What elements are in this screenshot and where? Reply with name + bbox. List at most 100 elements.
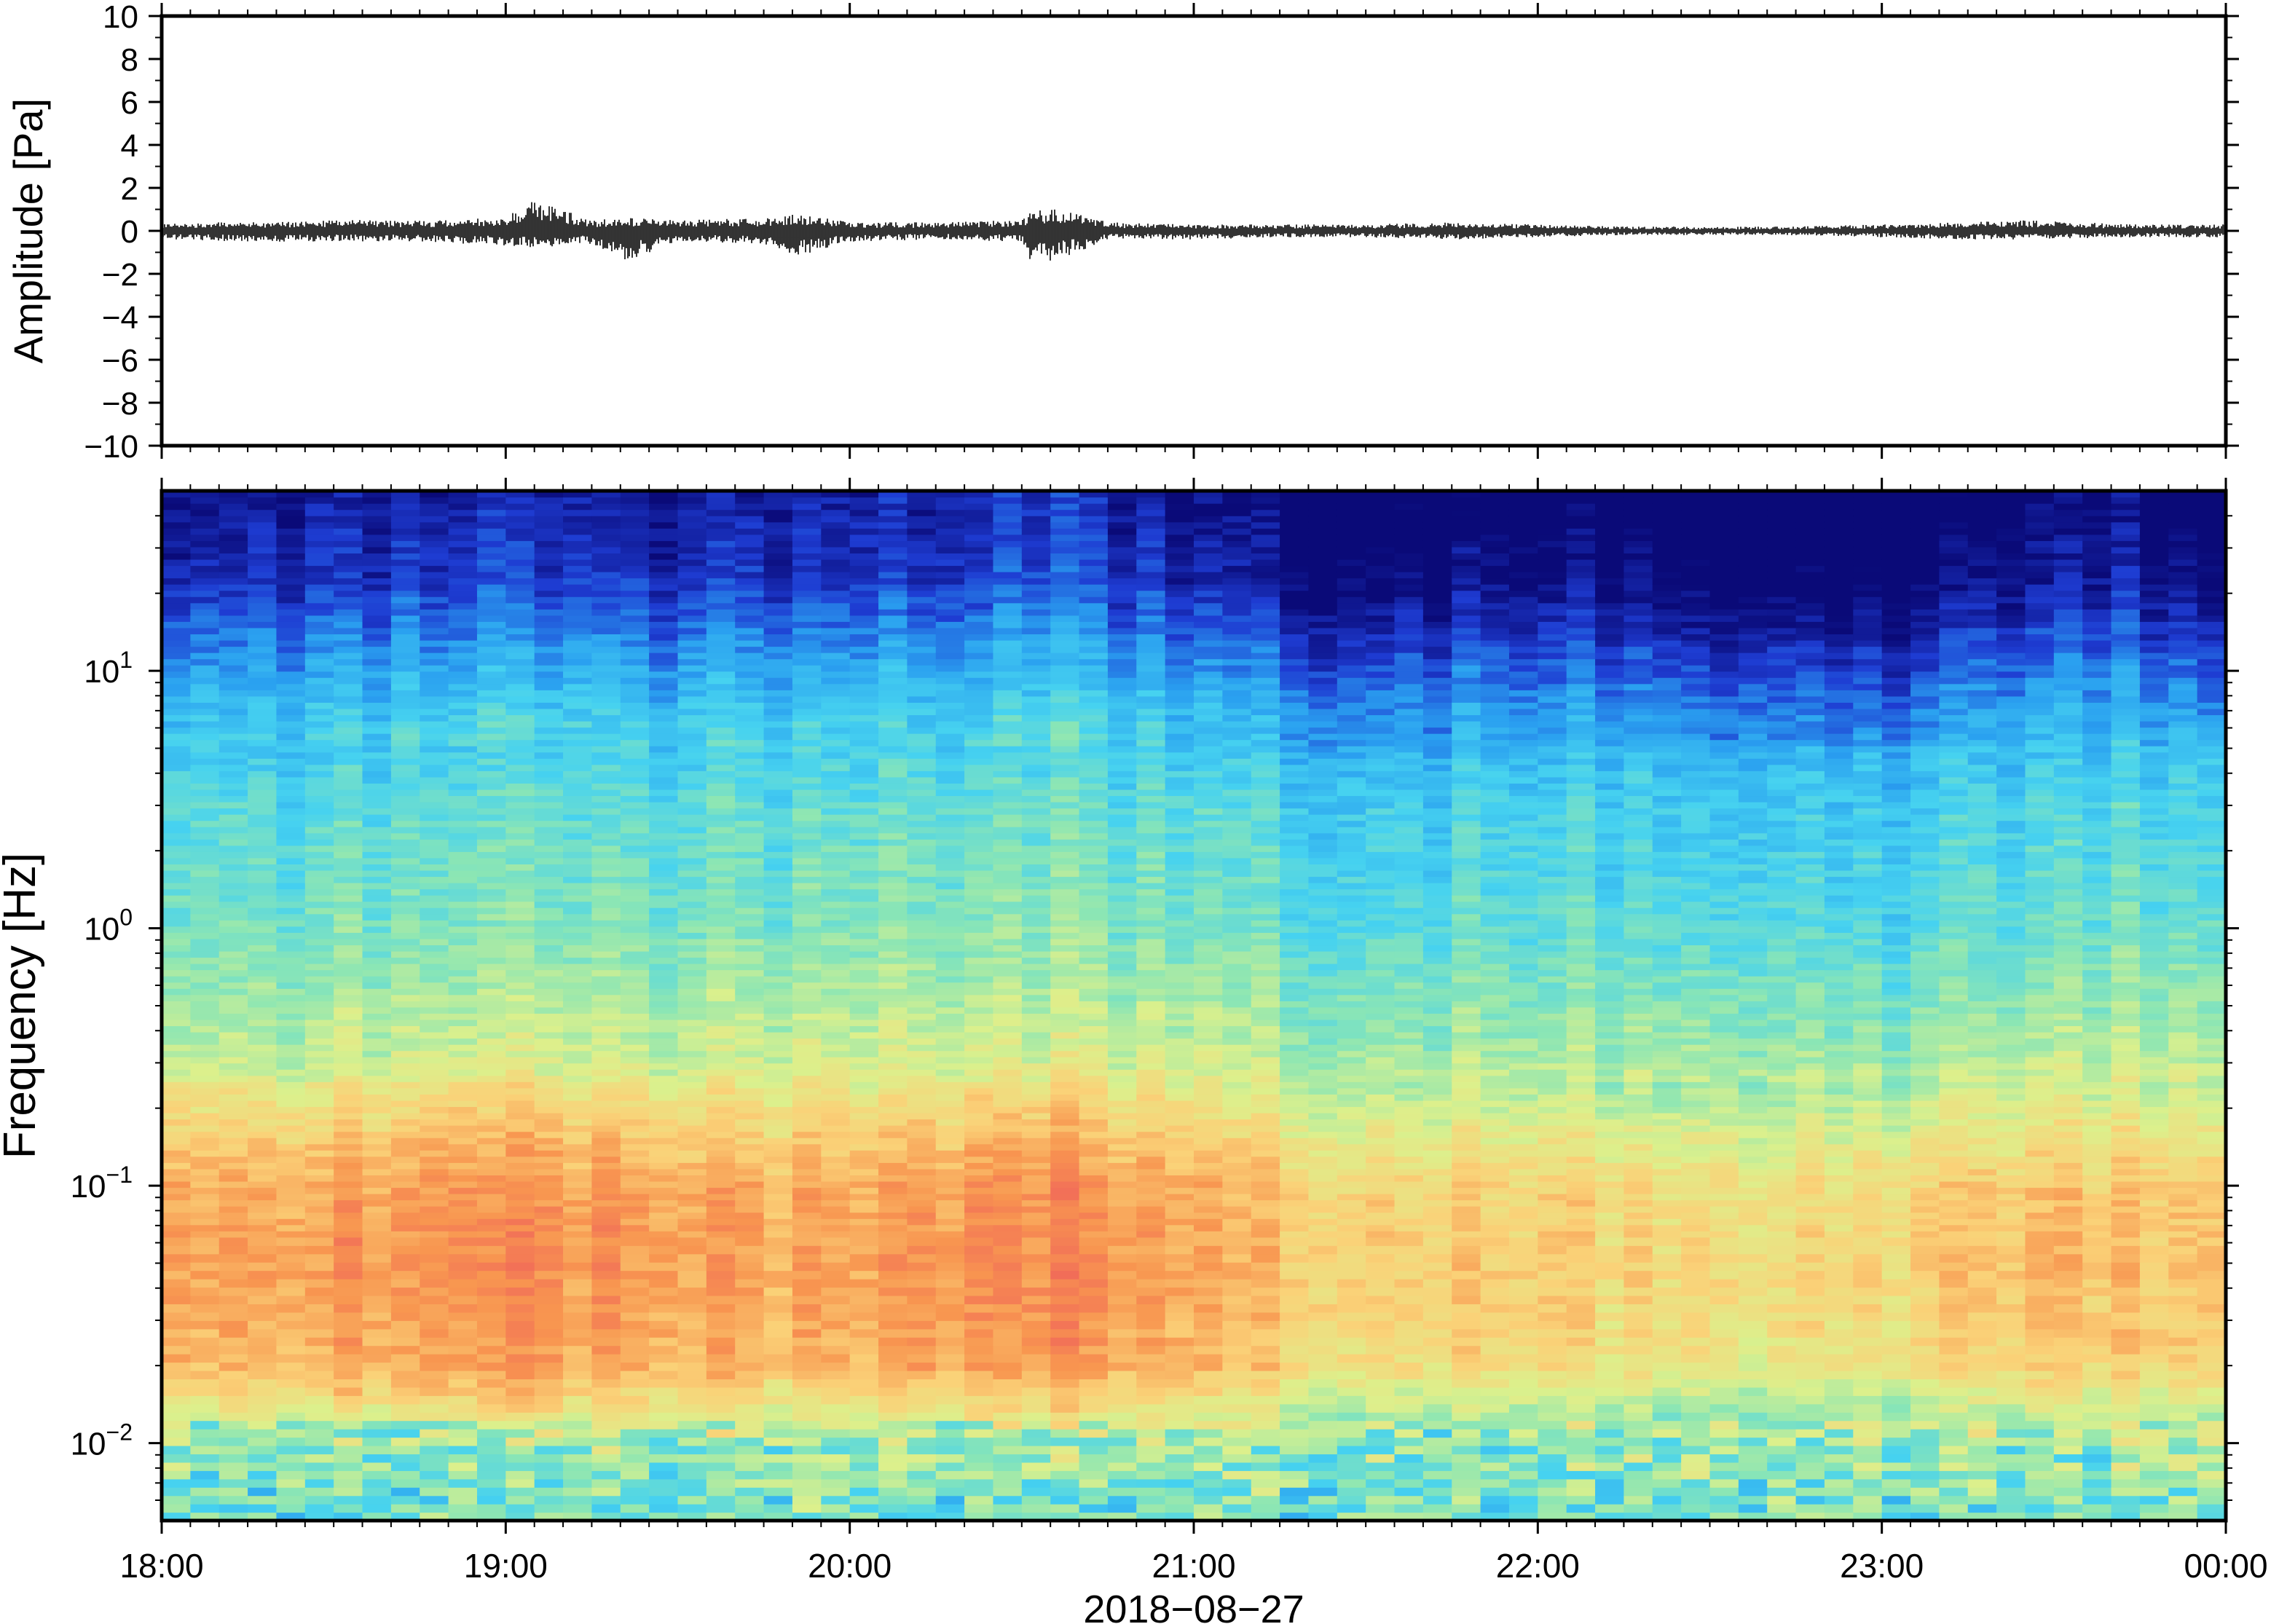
spectrogram-cell (849, 1087, 879, 1095)
spectrogram-cell (735, 1487, 765, 1497)
spectrogram-cell (505, 702, 535, 709)
spectrogram-cell (190, 795, 220, 803)
spectrogram-cell (448, 1081, 478, 1089)
spectrogram-cell (362, 1044, 392, 1052)
spectrogram-cell (706, 1304, 736, 1313)
spectrogram-cell (964, 1387, 994, 1396)
spectrogram-cell (248, 1143, 278, 1151)
spectrogram-cell (649, 938, 679, 946)
spectrogram-cell (362, 1175, 392, 1182)
spectrogram-cell (935, 621, 965, 628)
spectrogram-cell (620, 1187, 650, 1194)
spectrogram-cell (420, 1131, 449, 1138)
spectrogram-cell (162, 945, 191, 952)
spectrogram-cell (1021, 1429, 1051, 1438)
spectrogram-cell (935, 665, 965, 672)
spectrogram-cell (964, 901, 994, 908)
spectrogram-cell (1021, 1470, 1051, 1480)
spectrogram-cell (563, 926, 593, 933)
spectrogram-cell (248, 658, 278, 666)
spectrogram-cell (649, 845, 679, 852)
spectrogram-cell (334, 1354, 363, 1363)
spectrogram-cell (248, 1218, 278, 1226)
spectrogram-cell (878, 746, 908, 753)
spectrogram-cell (792, 1156, 822, 1163)
spectrogram-cell (706, 739, 736, 746)
spectrogram-cell (849, 553, 879, 560)
spectrogram-cell (534, 1495, 564, 1505)
spectrogram-cell (677, 546, 707, 553)
spectrogram-cell (677, 1262, 707, 1272)
spectrogram-cell (763, 883, 793, 890)
spectrogram-cell (849, 808, 879, 815)
spectrogram-cell (219, 758, 248, 765)
spectrogram-cell (907, 1262, 937, 1272)
spectrogram-cell (420, 814, 449, 821)
spectrogram-cell (677, 1050, 707, 1057)
spectrogram-cell (448, 702, 478, 709)
spectrogram-cell (219, 895, 248, 902)
spectrogram-cell (563, 1429, 593, 1438)
spectrogram-cell (620, 1006, 650, 1014)
spectrogram-cell (563, 845, 593, 852)
spectrogram-cell (304, 708, 334, 716)
spectrogram-cell (935, 864, 965, 871)
spectrogram-cell (448, 596, 478, 604)
spectrogram-cell (620, 776, 650, 784)
spectrogram-cell (304, 1279, 334, 1288)
spectrogram-cell (907, 1495, 937, 1505)
spectrogram-cell (763, 976, 793, 983)
spectrogram-cell (706, 1119, 736, 1126)
spectrogram-cell (935, 883, 965, 890)
spectrogram-cell (907, 976, 937, 983)
spectrogram-cell (162, 1175, 191, 1182)
spectrogram-cell (935, 1063, 965, 1070)
spectrogram-cell (276, 1270, 306, 1280)
spectrogram-cell (162, 1429, 191, 1438)
spectrogram-cell (219, 590, 248, 597)
spectrogram-cell (420, 1312, 449, 1321)
spectrogram-cell (505, 1025, 535, 1033)
spectrogram-cell (591, 1478, 621, 1488)
spectrogram-cell (304, 572, 334, 579)
spectrogram-cell (362, 1279, 392, 1288)
spectrogram-cell (649, 994, 679, 1001)
spectrogram-cell (591, 1429, 621, 1438)
spectrogram-cell (792, 832, 822, 840)
spectrogram-cell (878, 1112, 908, 1120)
spectrogram-cell (276, 1495, 306, 1505)
spectrogram-cell (304, 1050, 334, 1057)
spectrogram-cell (190, 776, 220, 784)
spectrogram-cell (190, 1057, 220, 1064)
spectrogram-cell (505, 957, 535, 964)
spectrogram-cell (476, 1131, 506, 1138)
spectrogram-cell (792, 708, 822, 716)
spectrogram-cell (420, 1162, 449, 1170)
spectrogram-cell (677, 553, 707, 560)
spectrogram-cell (362, 920, 392, 927)
spectrogram-cell (792, 665, 822, 672)
spectrogram-cell (390, 1437, 420, 1446)
spectrogram-cell (1021, 1075, 1051, 1082)
spectrogram-cell (878, 695, 908, 703)
spectrogram-cell (849, 1025, 879, 1033)
spectrogram-cell (706, 1006, 736, 1014)
spectrogram-cell (706, 1495, 736, 1505)
spectrogram-cell (935, 920, 965, 927)
spectrogram-cell (248, 1370, 278, 1379)
spectrogram-cell (334, 546, 363, 553)
spectrogram-cell (792, 783, 822, 790)
spectrogram-cell (907, 901, 937, 908)
spectrogram-cell (849, 969, 879, 977)
spectrogram-cell (420, 1143, 449, 1151)
spectrogram-cell (964, 1119, 994, 1126)
spectrogram-cell (534, 1175, 564, 1182)
spectrogram-cell (878, 1320, 908, 1330)
spectrogram-cell (1021, 572, 1051, 579)
spectrogram-cell (534, 1081, 564, 1089)
spectrogram-cell (390, 1387, 420, 1396)
spectrogram-cell (735, 540, 765, 548)
spectrogram-cell (304, 646, 334, 653)
spectrogram-cell (534, 957, 564, 964)
spectrogram-cell (706, 957, 736, 964)
